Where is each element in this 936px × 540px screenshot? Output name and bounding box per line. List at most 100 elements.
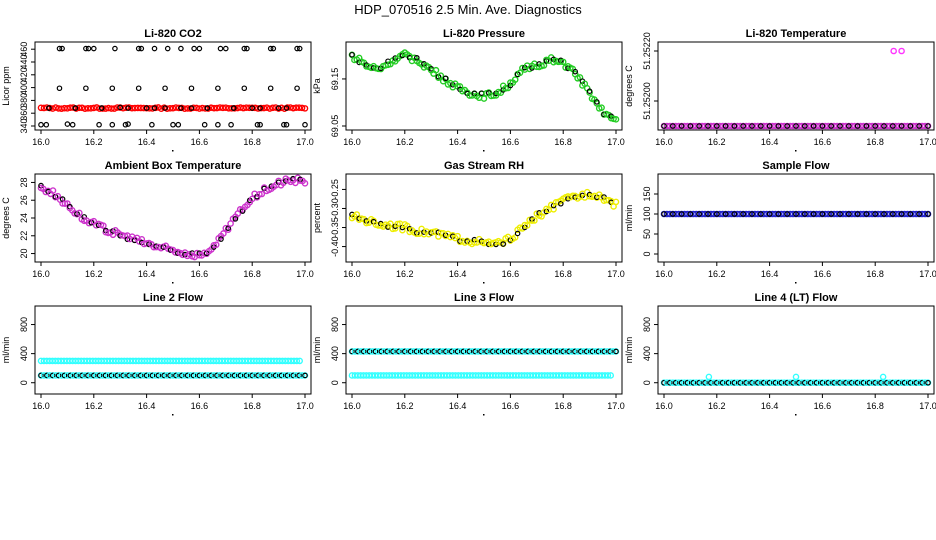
y-tick-label: 340 — [19, 118, 29, 133]
data-point — [296, 357, 304, 365]
y-tick-label: 800 — [330, 317, 340, 332]
sample-point — [188, 105, 195, 111]
y-tick-label: 150 — [642, 186, 652, 201]
x-axis-label — [483, 150, 485, 152]
average-point — [825, 379, 832, 386]
data-point — [90, 104, 98, 112]
average-point — [757, 123, 764, 129]
average-point — [155, 372, 162, 379]
average-point — [495, 348, 502, 355]
panel-9: Line 4 (LT) Flow ml/min 16.0 16.2 16.4 16.6 16… — [624, 292, 936, 416]
average-point — [813, 379, 820, 386]
average-point — [454, 348, 461, 355]
average-point — [595, 348, 602, 355]
average-point — [819, 123, 826, 129]
y-tick-label: 24 — [19, 213, 29, 223]
y-tick-label: 360 — [19, 106, 29, 121]
sample-point — [254, 121, 261, 128]
data-point — [210, 104, 218, 112]
data-point — [523, 222, 531, 229]
average-point — [872, 379, 879, 386]
average-point — [719, 379, 726, 386]
data-point — [921, 210, 929, 218]
y-tick-label: 400 — [330, 346, 340, 361]
average-point — [586, 88, 593, 94]
y-axis-label: ml/min — [624, 337, 634, 364]
sample-point — [241, 85, 248, 92]
average-point — [466, 348, 473, 355]
average-point — [916, 211, 923, 217]
data-point — [266, 105, 274, 112]
data-point — [289, 104, 297, 112]
average-point — [669, 211, 676, 217]
sample-point — [56, 85, 63, 92]
sample-point — [135, 85, 142, 92]
average-point — [218, 236, 224, 242]
x-tick-label: 16.6 — [814, 401, 832, 411]
average-point — [678, 211, 685, 217]
x-tick-label: 16.2 — [708, 137, 726, 147]
sample-point — [281, 121, 287, 128]
average-point — [237, 372, 244, 379]
x-tick-label: 17.0 — [296, 137, 314, 147]
average-point — [132, 372, 138, 379]
average-point — [566, 348, 572, 355]
average-point — [500, 241, 507, 247]
data-point — [298, 372, 306, 379]
y-tick-label: 420 — [19, 67, 29, 82]
average-point — [442, 75, 449, 82]
average-point — [793, 211, 799, 217]
average-point — [372, 348, 379, 355]
sample-point — [201, 121, 208, 128]
y-axis-label: percent — [312, 202, 322, 233]
plot-frame — [657, 173, 935, 263]
data-point — [586, 89, 593, 96]
x-tick-label: 17.0 — [607, 269, 625, 279]
average-point — [775, 211, 782, 217]
average-point — [854, 123, 861, 129]
sample-point — [191, 45, 197, 52]
y-tick-label: -0.35 — [330, 217, 340, 238]
sample-point — [296, 45, 303, 52]
x-tick-label: 16.2 — [708, 269, 726, 279]
average-point — [784, 123, 791, 129]
average-point — [775, 123, 782, 129]
average-point — [713, 123, 720, 129]
average-point — [740, 123, 747, 129]
average-point — [766, 379, 773, 386]
sample-point — [257, 105, 263, 111]
average-point — [536, 348, 543, 355]
average-point — [854, 379, 861, 386]
sample-point — [196, 45, 203, 52]
sample-point — [275, 105, 282, 111]
average-point — [702, 379, 708, 386]
average-point — [572, 68, 579, 75]
average-point — [513, 348, 520, 355]
y-tick-label: 100 — [642, 206, 652, 221]
sample-point — [228, 121, 234, 128]
average-point — [161, 372, 168, 379]
y-tick-label: 26 — [19, 195, 29, 205]
plot-frame — [657, 41, 935, 131]
average-point — [419, 348, 426, 355]
average-point — [866, 379, 873, 386]
average-point — [61, 372, 68, 379]
x-tick-label: 16.2 — [396, 401, 414, 411]
x-tick-label: 16.2 — [708, 401, 726, 411]
average-point — [607, 348, 613, 355]
average-point — [669, 123, 676, 129]
x-tick-label: 16.6 — [502, 137, 520, 147]
average-point — [678, 379, 685, 386]
average-point — [843, 379, 849, 386]
data-point — [540, 62, 548, 69]
x-tick-label: 16.4 — [761, 137, 779, 147]
data-point — [387, 220, 394, 228]
sample-point — [244, 45, 250, 52]
x-tick-label: 16.4 — [761, 269, 779, 279]
x-axis-label — [172, 414, 174, 416]
sample-point — [64, 121, 71, 127]
data-point — [511, 76, 519, 83]
panel-4: Ambient Box Temperature degrees C 16.0 16.2… — [1, 160, 314, 284]
average-point — [713, 379, 720, 386]
